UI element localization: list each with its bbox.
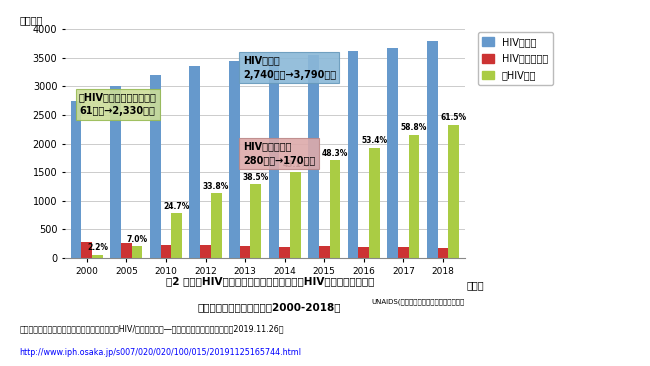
- Bar: [111, 86, 121, 258]
- Bar: [319, 246, 330, 258]
- Text: 58.8%: 58.8%: [401, 123, 427, 132]
- Legend: HIV陽性者, HIV新規感染者, 抗HIV治療: HIV陽性者, HIV新規感染者, 抗HIV治療: [478, 32, 553, 85]
- Text: 48.3%: 48.3%: [322, 149, 348, 158]
- Text: HIV陽性者
2,740万人→3,790万人: HIV陽性者 2,740万人→3,790万人: [243, 56, 336, 79]
- Text: 24.7%: 24.7%: [163, 202, 190, 210]
- Bar: [369, 147, 380, 258]
- Text: 7.0%: 7.0%: [127, 235, 148, 244]
- Text: http://www.iph.osaka.jp/s007/020/020/100/015/20191125165744.html: http://www.iph.osaka.jp/s007/020/020/100…: [20, 348, 302, 358]
- Text: 33.8%: 33.8%: [203, 182, 229, 191]
- Bar: [92, 254, 103, 258]
- Bar: [81, 242, 92, 258]
- Bar: [387, 48, 398, 258]
- Text: 61.5%: 61.5%: [441, 113, 467, 123]
- Bar: [280, 247, 290, 258]
- Bar: [250, 184, 261, 258]
- Bar: [330, 160, 340, 258]
- Text: 囲2 世界のHIV陽性者数・新規感染者数・抗HIV治療を受けている: 囲2 世界のHIV陽性者数・新規感染者数・抗HIV治療を受けている: [166, 276, 374, 286]
- Bar: [121, 243, 132, 258]
- Bar: [171, 213, 182, 258]
- Bar: [398, 247, 409, 258]
- Bar: [150, 75, 161, 258]
- Bar: [71, 101, 81, 258]
- Text: 53.4%: 53.4%: [361, 137, 387, 145]
- Bar: [308, 55, 319, 258]
- Text: 2.2%: 2.2%: [87, 243, 108, 252]
- Bar: [161, 245, 171, 258]
- Bar: [448, 125, 459, 258]
- Bar: [268, 58, 280, 258]
- Bar: [348, 51, 359, 258]
- Bar: [290, 172, 301, 258]
- Text: UNAIDS(国連合同エイズ計画）データより: UNAIDS(国連合同エイズ計画）データより: [372, 298, 465, 305]
- Bar: [437, 248, 448, 258]
- Text: 38.5%: 38.5%: [242, 173, 269, 182]
- Bar: [427, 41, 437, 258]
- Bar: [190, 67, 200, 258]
- Text: 人数の年次推移（推計）　2000-2018年: 人数の年次推移（推計） 2000-2018年: [198, 302, 341, 312]
- Text: （出所）　（地独）大阪健康安全基盤研究所「HIV/エイズの現状―世界では？日本では？」　（2019.11.26）: （出所） （地独）大阪健康安全基盤研究所「HIV/エイズの現状―世界では？日本で…: [20, 324, 284, 333]
- Bar: [409, 134, 419, 258]
- Bar: [229, 61, 240, 258]
- Bar: [211, 193, 222, 258]
- Text: （年）: （年）: [467, 280, 484, 290]
- Text: 43.1%: 43.1%: [282, 160, 309, 169]
- Bar: [132, 246, 142, 258]
- Bar: [200, 245, 211, 258]
- Text: 抗HIV治療を受けている人
61万人→2,330万人: 抗HIV治療を受けている人 61万人→2,330万人: [79, 92, 157, 116]
- Bar: [359, 247, 369, 258]
- Text: HIV新規感染者
280万人→170万人: HIV新規感染者 280万人→170万人: [243, 141, 315, 165]
- Bar: [240, 246, 250, 258]
- Text: （万人）: （万人）: [19, 15, 42, 25]
